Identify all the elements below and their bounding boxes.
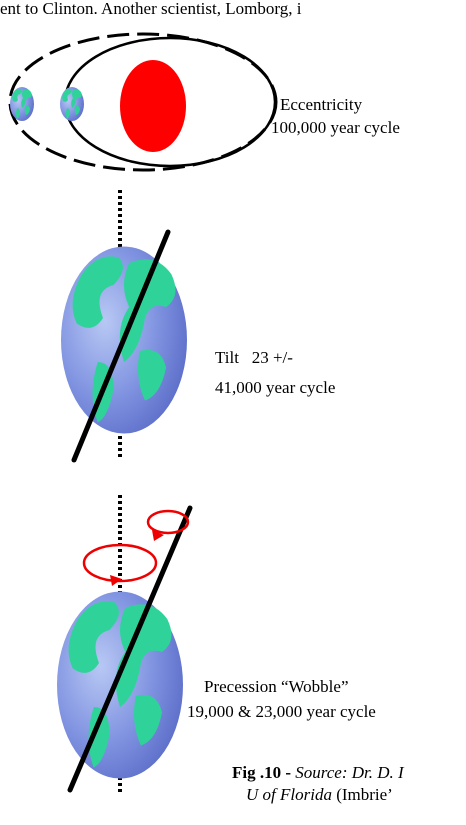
caption-institution: U of Florida xyxy=(246,785,332,804)
panel-label: Eccentricity xyxy=(280,95,363,114)
sun xyxy=(120,60,186,152)
caption-line: U of Florida (Imbrie’ xyxy=(246,785,393,804)
page: ent to Clinton. Another scientist, Lombo… xyxy=(0,0,466,825)
earth-small xyxy=(10,87,34,121)
panel-cycle: 100,000 year cycle xyxy=(271,118,400,137)
earth xyxy=(57,592,183,779)
panel-cycle: 41,000 year cycle xyxy=(215,378,335,397)
caption-figure: Fig .10 - xyxy=(232,763,295,782)
caption-line: Fig .10 - Source: Dr. D. I xyxy=(232,763,405,782)
caption-source: Source: Dr. D. I xyxy=(295,763,405,782)
panel-cycle: 19,000 & 23,000 year cycle xyxy=(187,702,376,721)
header-text: ent to Clinton. Another scientist, Lombo… xyxy=(0,0,302,18)
caption-rest: (Imbrie’ xyxy=(332,785,393,804)
panel-label: Precession “Wobble” xyxy=(204,677,349,696)
earth-small xyxy=(60,87,84,121)
panel-label: Tilt 23 +/- xyxy=(215,348,293,367)
